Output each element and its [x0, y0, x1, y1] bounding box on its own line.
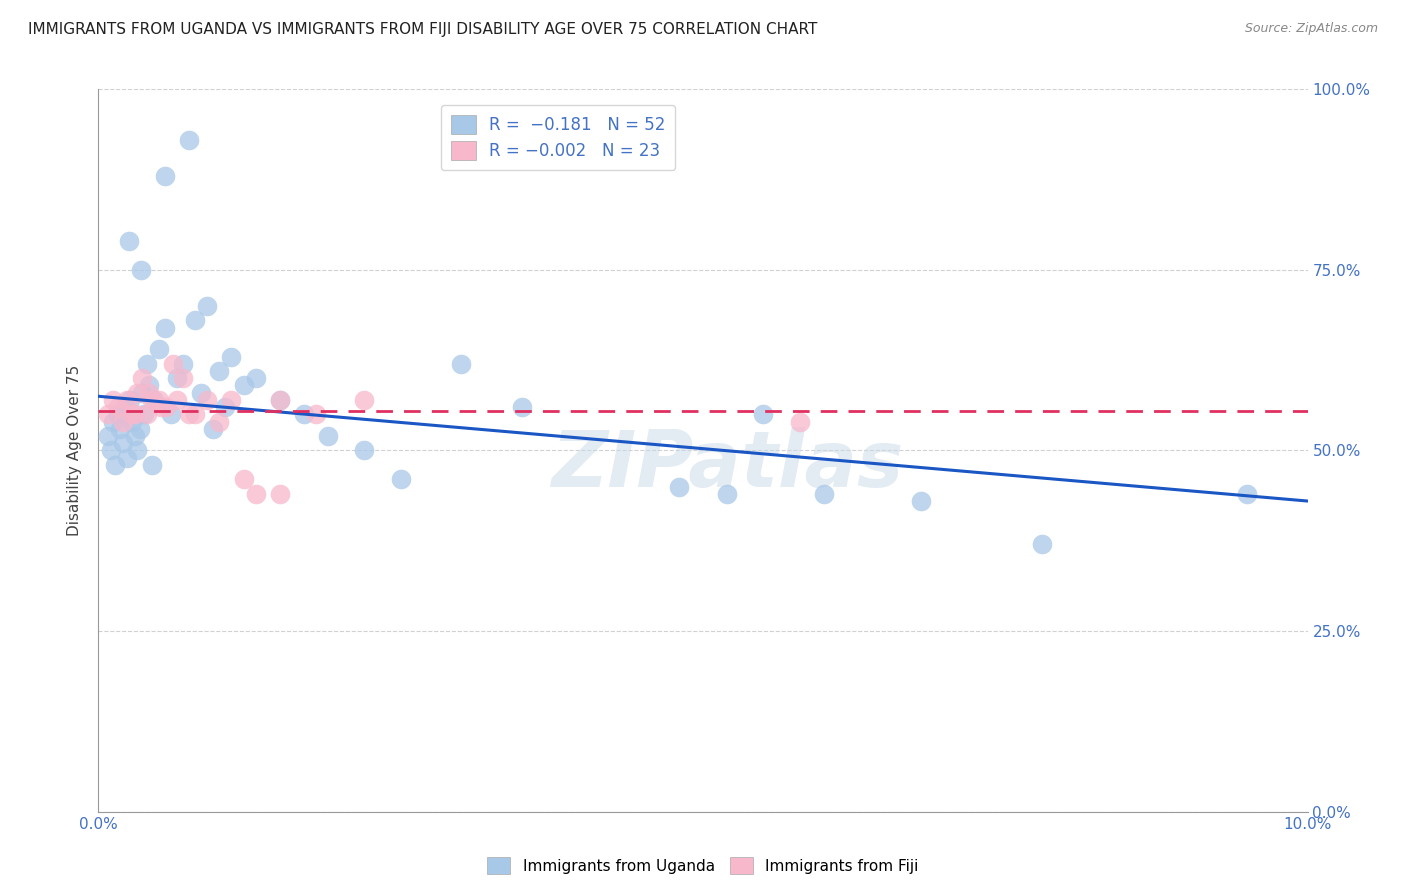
Point [131, 371, 153, 385]
Point [118, 234, 141, 248]
Point [184, 407, 207, 421]
Point [208, 415, 231, 429]
Point [107, 400, 129, 414]
Point [813, 487, 835, 501]
Point [97, 429, 120, 443]
Point [221, 350, 243, 364]
Text: ZIPatlas: ZIPatlas [551, 427, 903, 503]
Point [118, 392, 141, 407]
Point [184, 313, 207, 327]
Point [131, 385, 153, 400]
Point [789, 415, 811, 429]
Point [269, 392, 291, 407]
Point [179, 407, 201, 421]
Point [153, 169, 176, 183]
Point [305, 407, 328, 421]
Point [107, 407, 129, 421]
Point [269, 487, 291, 501]
Point [245, 371, 267, 385]
Point [450, 357, 472, 371]
Point [353, 392, 375, 407]
Point [202, 422, 225, 436]
Point [117, 392, 139, 407]
Point [172, 371, 194, 385]
Point [117, 450, 139, 465]
Point [166, 392, 188, 407]
Point [101, 415, 124, 429]
Point [166, 371, 188, 385]
Point [214, 400, 236, 414]
Point [162, 357, 184, 371]
Point [153, 320, 176, 334]
Point [134, 407, 156, 421]
Point [114, 400, 136, 414]
Legend: Immigrants from Uganda, Immigrants from Fiji: Immigrants from Uganda, Immigrants from … [481, 851, 925, 880]
Point [269, 392, 291, 407]
Point [111, 436, 134, 450]
Point [135, 407, 157, 421]
Point [316, 429, 339, 443]
Point [190, 385, 212, 400]
Y-axis label: Disability Age Over 75: Disability Age Over 75 [67, 365, 83, 536]
Point [1031, 537, 1053, 551]
Point [232, 378, 254, 392]
Point [208, 364, 231, 378]
Point [148, 343, 170, 357]
Point [910, 494, 932, 508]
Point [121, 415, 143, 429]
Point [668, 480, 690, 494]
Point [141, 458, 163, 472]
Point [97, 407, 120, 421]
Point [143, 392, 166, 407]
Point [101, 392, 124, 407]
Point [138, 378, 160, 392]
Point [127, 385, 149, 400]
Point [221, 392, 243, 407]
Point [160, 407, 183, 421]
Point [155, 400, 177, 414]
Point [135, 357, 157, 371]
Point [150, 400, 173, 414]
Point [141, 392, 163, 407]
Point [121, 407, 143, 421]
Point [195, 392, 218, 407]
Point [148, 392, 170, 407]
Text: Source: ZipAtlas.com: Source: ZipAtlas.com [1244, 22, 1378, 36]
Point [111, 415, 134, 429]
Point [1236, 487, 1258, 501]
Point [127, 443, 149, 458]
Point [172, 357, 194, 371]
Point [752, 407, 775, 421]
Point [108, 422, 131, 436]
Point [128, 422, 150, 436]
Point [195, 299, 218, 313]
Point [292, 407, 315, 421]
Point [138, 385, 160, 400]
Point [104, 458, 127, 472]
Point [124, 429, 146, 443]
Point [510, 400, 533, 414]
Text: IMMIGRANTS FROM UGANDA VS IMMIGRANTS FROM FIJI DISABILITY AGE OVER 75 CORRELATIO: IMMIGRANTS FROM UGANDA VS IMMIGRANTS FRO… [28, 22, 817, 37]
Point [124, 407, 146, 421]
Legend: R =  −0.181   N = 52, R = −0.002   N = 23: R = −0.181 N = 52, R = −0.002 N = 23 [440, 104, 675, 169]
Point [389, 472, 412, 486]
Point [245, 487, 267, 501]
Point [353, 443, 375, 458]
Point [232, 472, 254, 486]
Point [129, 262, 152, 277]
Point [179, 133, 201, 147]
Point [716, 487, 738, 501]
Point [100, 443, 122, 458]
